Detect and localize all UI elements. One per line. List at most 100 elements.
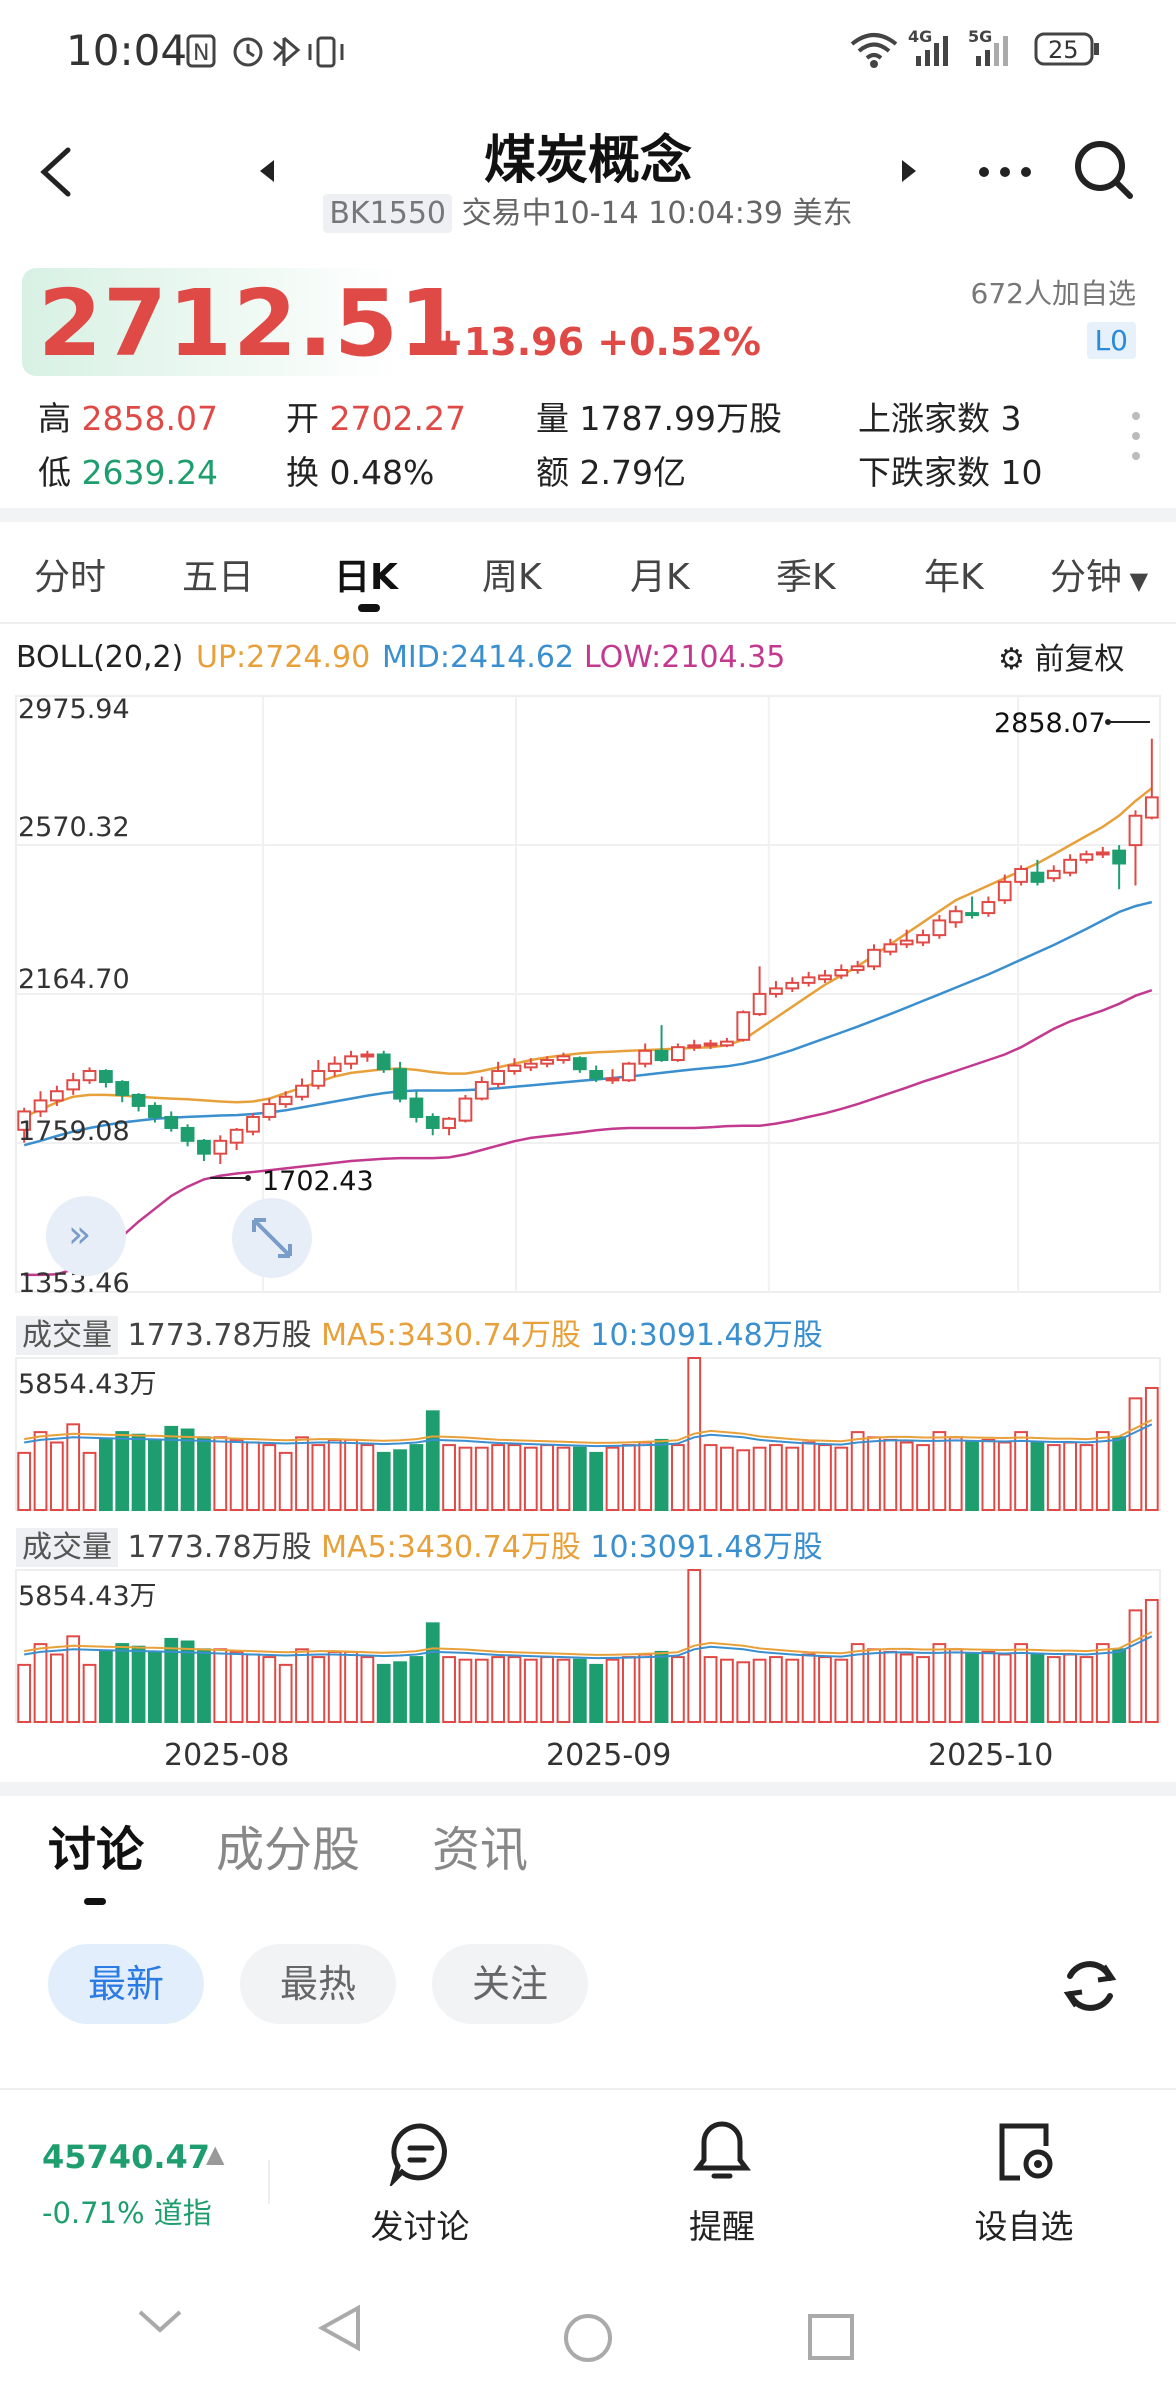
add-to-watchlist-button[interactable]: 设自选 xyxy=(974,2207,1074,2246)
volume-bar-down xyxy=(425,1410,440,1511)
volume-bar-up xyxy=(736,1661,751,1723)
candle-up xyxy=(671,1046,685,1062)
refresh-icon[interactable] xyxy=(1058,1954,1122,2018)
candle-up xyxy=(932,919,947,937)
volume-bar-down xyxy=(1030,1653,1045,1723)
volume-bar-up xyxy=(49,1653,64,1723)
volume-bar-down xyxy=(197,1436,211,1511)
volume-bar-up xyxy=(703,1444,718,1511)
candle-up xyxy=(687,1044,702,1049)
volume-bar-up xyxy=(736,1449,751,1511)
volume-bar-up xyxy=(769,1444,783,1511)
alert-button[interactable]: 提醒 xyxy=(689,2207,755,2246)
volume-bar-up xyxy=(360,1444,375,1511)
volume-bar-down xyxy=(148,1438,162,1511)
volume-bar-up xyxy=(229,1438,244,1511)
price-highlight xyxy=(22,268,402,376)
scroll-latest-button[interactable]: » xyxy=(46,1196,126,1276)
volume-bar-up xyxy=(262,1444,277,1511)
candle-up xyxy=(82,1070,97,1082)
volume-bar-up xyxy=(295,1436,309,1511)
index-change[interactable]: -0.71% 道指 xyxy=(42,2196,212,2230)
candle-up xyxy=(360,1053,375,1058)
section-divider xyxy=(0,508,1176,522)
volume-bar-up xyxy=(295,1648,309,1723)
candle-down xyxy=(425,1115,440,1129)
watchers-count: 672人加自选 xyxy=(970,277,1136,310)
candle-down xyxy=(197,1139,211,1155)
toolbar-divider xyxy=(268,2160,270,2204)
expand-stats-icon[interactable] xyxy=(1126,410,1146,462)
volume-chart[interactable] xyxy=(0,1352,1176,1514)
boll-low: LOW:2104.35 xyxy=(584,640,786,675)
candle-up xyxy=(344,1055,358,1065)
battery-icon xyxy=(1034,32,1094,66)
volume-bar-up xyxy=(638,1441,653,1511)
candle-up xyxy=(621,1062,636,1082)
candle-up xyxy=(834,969,849,977)
search-icon[interactable] xyxy=(1072,138,1136,202)
prev-stock-icon[interactable] xyxy=(256,158,278,184)
x-tick: 2025-08 xyxy=(164,1738,290,1773)
fullscreen-button[interactable] xyxy=(232,1198,312,1278)
tab-daily-k[interactable]: 日K xyxy=(334,557,398,598)
volume-bar-up xyxy=(474,1446,489,1511)
comment-icon[interactable] xyxy=(388,2120,454,2186)
candle-up xyxy=(458,1097,473,1122)
volume-bar-up xyxy=(229,1650,244,1723)
volume-bar-up xyxy=(948,1436,963,1511)
tab-quarterly-k[interactable]: 季K xyxy=(776,557,836,598)
volume-bar-up xyxy=(981,1438,996,1511)
volume-bar-up xyxy=(262,1656,277,1723)
last-price: 2712.51 xyxy=(38,270,465,377)
tab-minute[interactable]: 分钟 ▼ xyxy=(1050,557,1149,598)
candle-down xyxy=(115,1081,130,1096)
volume-bar-down xyxy=(965,1653,979,1723)
add-watchlist-icon[interactable] xyxy=(994,2120,1056,2184)
filter-following[interactable]: 关注 xyxy=(432,1944,588,2024)
candle-up xyxy=(785,981,800,990)
tab-constituents[interactable]: 成分股 xyxy=(216,1822,361,1878)
boll-mid-line xyxy=(23,900,1153,1147)
tab-five-day[interactable]: 五日 xyxy=(182,557,255,598)
settings-icon: ⚙ xyxy=(998,642,1025,677)
volume-bar-up xyxy=(621,1444,636,1511)
volume-chart-secondary[interactable] xyxy=(0,1564,1176,1726)
volume-bar-down xyxy=(572,1446,587,1511)
more-icon[interactable] xyxy=(978,164,1032,180)
volume-bar-up xyxy=(278,1451,293,1511)
index-value[interactable]: 45740.47 xyxy=(42,2138,211,2176)
max-price-label: 2858.07 xyxy=(994,708,1106,739)
back-nav-icon xyxy=(317,2304,360,2352)
volume-bar-down xyxy=(425,1622,440,1723)
volume-bar-up xyxy=(327,1438,342,1511)
tab-weekly-k[interactable]: 周K xyxy=(482,557,542,598)
volume-bar-up xyxy=(344,1438,358,1511)
volume-bar-up xyxy=(867,1436,881,1511)
next-stock-icon[interactable] xyxy=(898,158,920,184)
back-icon[interactable] xyxy=(36,146,76,198)
candle-up xyxy=(1079,853,1094,861)
level-badge[interactable]: L0 xyxy=(1086,322,1136,359)
volume-bar-up xyxy=(834,1446,849,1511)
tab-monthly-k[interactable]: 月K xyxy=(630,557,690,598)
candle-down xyxy=(572,1057,587,1071)
alarm-icon xyxy=(233,37,263,67)
tab-discussion[interactable]: 讨论 xyxy=(48,1822,145,1878)
adjust-button[interactable]: ⚙ 前复权 xyxy=(998,642,1125,677)
post-discussion-button[interactable]: 发讨论 xyxy=(370,2207,470,2246)
tab-yearly-k[interactable]: 年K xyxy=(924,557,984,598)
clock: 10:04 xyxy=(66,26,188,75)
candle-up xyxy=(49,1090,64,1102)
volume-frame xyxy=(15,1357,1161,1511)
filter-hottest[interactable]: 最热 xyxy=(240,1944,396,2024)
tab-intraday[interactable]: 分时 xyxy=(34,557,107,598)
tab-news[interactable]: 资讯 xyxy=(432,1822,529,1878)
filter-latest[interactable]: 最新 xyxy=(48,1944,204,2024)
candle-up xyxy=(736,1011,751,1041)
bell-icon[interactable] xyxy=(692,2118,752,2186)
boll-label[interactable]: BOLL(20,2) xyxy=(16,640,184,675)
volume-bar-up xyxy=(883,1438,898,1511)
candle-up xyxy=(1063,858,1077,874)
candlestick-chart[interactable] xyxy=(0,688,1176,1308)
